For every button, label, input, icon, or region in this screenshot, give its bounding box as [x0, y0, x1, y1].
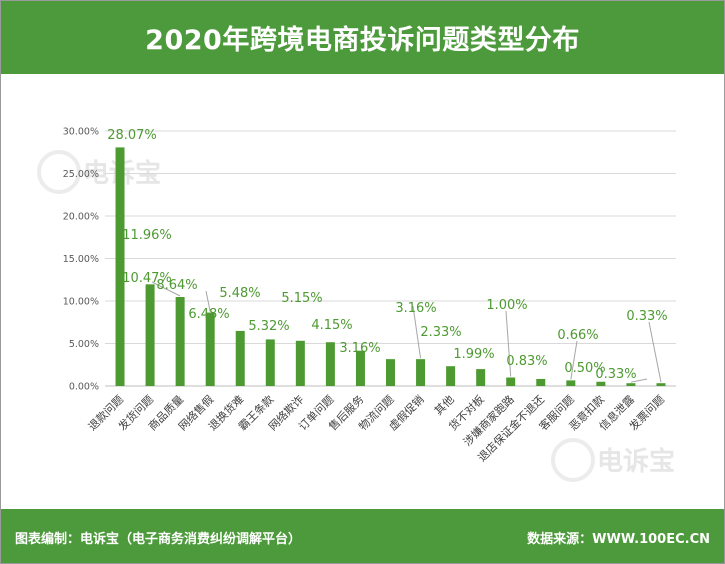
watermark-layer: 电诉宝电诉宝 [37, 150, 675, 482]
bar [386, 359, 395, 386]
y-tick-label: 20.00% [63, 212, 99, 223]
leader-line [205, 290, 211, 312]
leader-line [570, 340, 578, 380]
bar [536, 378, 546, 386]
data-label: 0.33% [626, 309, 667, 324]
bar [325, 342, 335, 386]
leader-line [630, 378, 648, 383]
data-label: 0.33% [595, 367, 636, 382]
watermark-brand: 电诉宝 [597, 446, 675, 477]
chart-title: 2020年跨境电商投诉问题类型分布 [145, 25, 580, 56]
data-label: 2.33% [420, 325, 461, 340]
bar [295, 340, 305, 386]
y-tick-label: 5.00% [69, 339, 99, 350]
bar [145, 284, 155, 386]
gridlines [105, 130, 676, 387]
data-label: 0.66% [557, 328, 598, 343]
data-label: 1.00% [486, 298, 527, 313]
data-label: 1.99% [453, 347, 494, 362]
data-label: 8.64% [156, 278, 197, 293]
x-tick-label: 其他 [432, 393, 457, 418]
data-label: 28.07% [107, 128, 157, 143]
bar [175, 297, 185, 386]
watermark-logo-icon [551, 438, 595, 482]
bar [115, 147, 125, 386]
watermark-logo-icon [37, 150, 81, 194]
bar-chart: 电诉宝电诉宝 0.00%5.00%10.00%15.00%20.00%25.00… [37, 127, 676, 482]
leader-lines [151, 281, 662, 383]
bar [205, 312, 215, 386]
bar [656, 383, 666, 386]
footer-banner: 图表编制：电诉宝（电子商务消费纠纷调解平台） 数据来源：WWW.100EC.CN [1, 509, 724, 563]
data-label: 5.32% [248, 319, 289, 334]
bar [355, 350, 365, 386]
data-label: 6.48% [188, 307, 229, 322]
data-label: 10.47% [122, 271, 172, 286]
bar [235, 330, 245, 386]
data-label: 11.96% [122, 228, 172, 243]
y-axis: 0.00% 5.00% 10.00% 15.00% 20.00% 25.00% 30.00% [63, 127, 99, 393]
bar [476, 369, 486, 386]
bar [596, 381, 606, 386]
source-credit: 图表编制：电诉宝（电子商务消费纠纷调解平台） [15, 532, 302, 547]
header-banner: 2020年跨境电商投诉问题类型分布 [1, 1, 724, 74]
leader-line [151, 281, 181, 297]
y-tick-label: 10.00% [63, 297, 99, 308]
leader-line [412, 305, 422, 359]
bar [506, 377, 516, 386]
bar [416, 359, 426, 386]
data-source: 数据来源：WWW.100EC.CN [527, 532, 710, 547]
data-label: 4.15% [311, 318, 352, 333]
bar [566, 380, 576, 386]
y-tick-label: 25.00% [63, 169, 99, 180]
data-label: 3.16% [395, 301, 436, 316]
data-label: 0.83% [506, 354, 547, 369]
leader-line [505, 310, 512, 377]
bar-series [115, 147, 666, 386]
watermark: 电诉宝 [37, 150, 161, 194]
bar [626, 383, 636, 386]
data-label: 5.48% [219, 286, 260, 301]
y-tick-label: 30.00% [63, 127, 99, 138]
x-axis: 退款问题发货问题商品质量网络售假退换货难霸王条款网络欺诈订单问题售后服务物流问题… [85, 392, 667, 464]
data-label: 0.50% [564, 361, 605, 376]
watermark: 电诉宝 [551, 438, 675, 482]
value-labels: 28.07% 11.96% 10.47%8.64% 6.48% 5.48% 5.32% 5.… [107, 128, 667, 382]
y-tick-label: 15.00% [63, 254, 99, 265]
data-label: 5.15% [281, 291, 322, 306]
bar [265, 339, 275, 386]
y-tick-label: 0.00% [69, 382, 99, 393]
leader-line [648, 321, 662, 383]
data-label: 3.16% [339, 341, 380, 356]
bar [446, 366, 456, 386]
